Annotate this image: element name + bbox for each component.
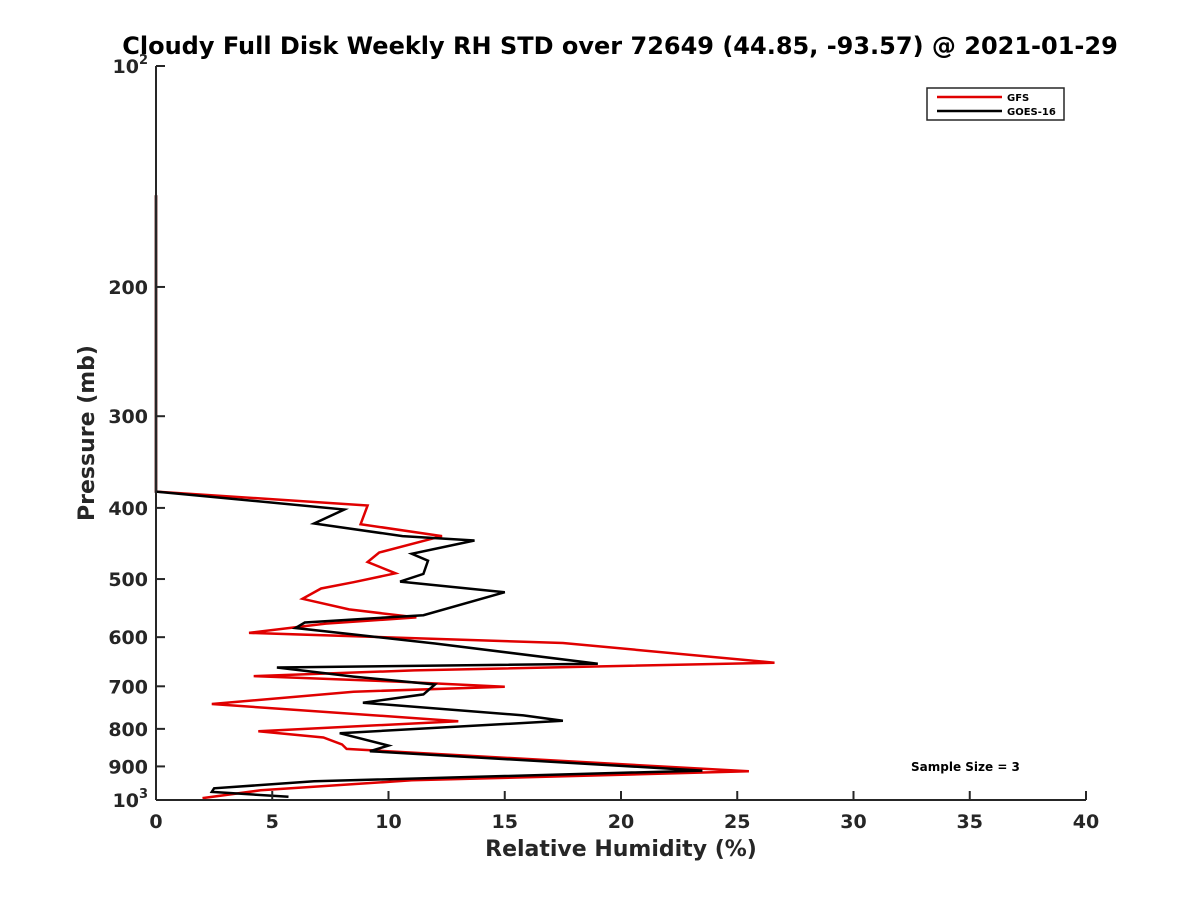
- legend-label-gfs: GFS: [1007, 93, 1029, 104]
- x-tick-label: 10: [375, 811, 401, 833]
- y-tick-label: 900: [108, 756, 148, 778]
- y-ticks: 102 200 300 400 500 600 700 800 900 103: [108, 53, 165, 812]
- legend-label-goes16: GOES-16: [1007, 107, 1056, 118]
- y-tick-label: 103: [113, 787, 149, 812]
- x-ticks: 0 5 10 15 20 25 30 35 40: [149, 791, 1099, 833]
- y-tick-label: 800: [108, 719, 148, 741]
- legend: GFS GOES-16: [926, 87, 1065, 121]
- y-tick-label: 700: [108, 676, 148, 698]
- x-tick-label: 40: [1073, 811, 1099, 833]
- y-tick-label: 600: [108, 627, 148, 649]
- x-tick-label: 5: [266, 811, 279, 833]
- y-tick-label: 500: [108, 569, 148, 591]
- x-tick-label: 35: [957, 811, 983, 833]
- sample-size-annotation: Sample Size = 3: [911, 760, 1020, 774]
- y-tick-label: 400: [108, 498, 148, 520]
- x-tick-label: 30: [840, 811, 866, 833]
- chart-title: Cloudy Full Disk Weekly RH STD over 7264…: [122, 32, 1118, 60]
- x-tick-label: 25: [724, 811, 750, 833]
- x-tick-label: 20: [608, 811, 634, 833]
- x-tick-label: 15: [492, 811, 518, 833]
- y-axis-label: Pressure (mb): [75, 345, 100, 521]
- y-tick-label: 300: [108, 406, 148, 428]
- series-group: [154, 195, 775, 800]
- x-axis-label: Relative Humidity (%): [485, 837, 757, 862]
- series-line-goes16: [154, 195, 703, 799]
- x-tick-label: 0: [149, 811, 162, 833]
- y-tick-label: 200: [108, 277, 148, 299]
- plot-area: 0 5 10 15 20 25 30 35 40 102 200 300 400 500 600 700 80…: [108, 53, 1099, 833]
- series-line-gfs: [154, 195, 775, 800]
- y-tick-label: 102: [113, 53, 149, 78]
- legend-box: [926, 87, 1065, 121]
